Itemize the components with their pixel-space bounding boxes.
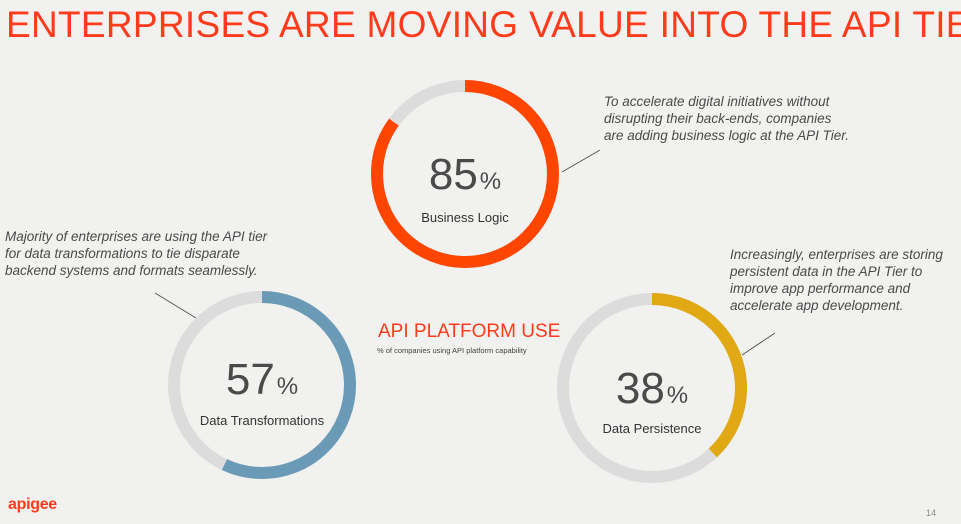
label-data-transformations: Data Transformations [199,413,325,428]
page-title: ENTERPRISES ARE MOVING VALUE INTO THE AP… [6,4,961,45]
value-unit: % [666,382,689,409]
label-business-logic: Business Logic [421,210,509,225]
value-data-transformations: 57% [202,355,322,405]
value-number: 38 [615,364,665,413]
value-unit: % [276,373,299,400]
leader-line-data-transformations [154,292,197,319]
note-data-transformations: Majority of enterprises are using the AP… [5,229,268,278]
value-data-persistence: 38% [592,364,712,414]
note-data-persistence: Increasingly, enterprises are storing pe… [730,247,943,313]
donut-arc-data-persistence [557,293,747,483]
donut-business-logic [371,80,559,268]
platform-subtitle: % of companies using API platform capabi… [377,346,527,355]
leader-line-business-logic [561,149,601,173]
value-number: 57 [225,355,275,404]
value-business-logic: 85% [405,150,525,200]
value-unit: % [479,168,502,195]
leader-line-data-persistence [741,332,776,356]
donut-data-persistence [557,293,747,483]
donut-data-transformations [168,291,356,479]
label-data-persistence: Data Persistence [602,421,702,436]
page-number: 14 [926,508,937,518]
donut-arc-business-logic [371,80,559,268]
apigee-logo: apigee [8,496,57,513]
donut-arc-data-transformations [168,291,356,479]
note-business-logic: To accelerate digital initiatives withou… [604,94,850,143]
value-number: 85 [428,150,478,199]
platform-title: API PLATFORM USE [378,321,561,342]
